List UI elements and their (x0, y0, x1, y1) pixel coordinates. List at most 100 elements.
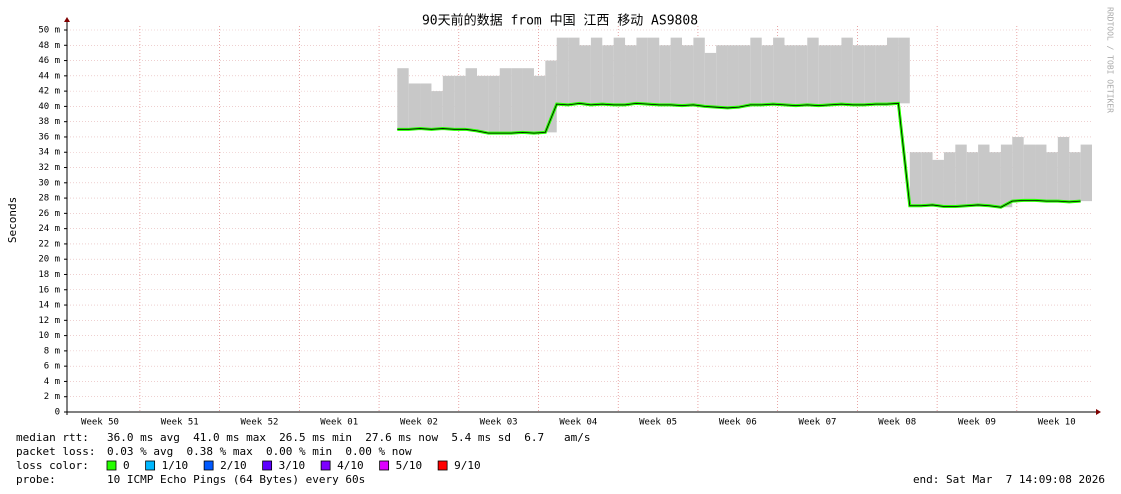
axis-arrow (64, 17, 70, 22)
y-tick-label: 32 m (38, 163, 60, 173)
y-tick-label: 30 m (38, 178, 60, 188)
x-tick-label: Week 05 (639, 418, 677, 428)
legend-swatch (320, 460, 331, 471)
median-line-core (397, 102, 1081, 208)
smoke (556, 37, 569, 105)
smoke (978, 144, 990, 205)
footer-label: loss color: (16, 459, 89, 472)
smoke (887, 37, 899, 105)
smoke (579, 45, 591, 104)
y-tick-label: 20 m (38, 255, 60, 265)
smoke (625, 45, 637, 105)
footer-text: 36.0 ms avg 41.0 ms max 26.5 ms min 27.6… (107, 431, 590, 444)
y-tick-label: 42 m (38, 87, 60, 97)
smoke (761, 45, 774, 105)
x-tick-label: Week 03 (480, 418, 518, 428)
smoke (499, 68, 512, 134)
smoke (921, 152, 933, 206)
smoke (420, 83, 432, 129)
smoke (613, 37, 626, 105)
smoke (830, 45, 842, 105)
smoke (1035, 144, 1047, 201)
smoke (795, 45, 808, 106)
y-tick-label: 26 m (38, 209, 60, 219)
y-tick-label: 0 (55, 408, 60, 418)
smoke (533, 75, 546, 134)
y-tick-label: 10 m (38, 331, 60, 341)
legend-swatch (106, 460, 117, 471)
legend-swatch (262, 460, 273, 471)
x-tick-label: Week 01 (320, 418, 358, 428)
y-tick-label: 6 m (44, 362, 60, 372)
smoke (704, 52, 717, 107)
smoke (898, 37, 910, 104)
footer-text: 0.03 % avg 0.38 % max 0.00 % min 0.00 % … (107, 445, 412, 458)
smoke (1012, 136, 1024, 202)
smoke (477, 75, 489, 131)
smoke (1000, 144, 1013, 208)
footer-label: probe: (16, 473, 56, 486)
y-tick-label: 12 m (38, 316, 60, 326)
smoke (807, 37, 819, 105)
smoke (875, 45, 887, 105)
smoke (818, 45, 831, 106)
y-tick-label: 4 m (44, 377, 60, 387)
footer-text: end: Sat Mar 7 14:09:08 2026 (913, 473, 1105, 486)
smoke (590, 37, 603, 105)
y-tick-label: 48 m (38, 41, 60, 51)
smoke (682, 45, 694, 106)
smoke (1057, 136, 1070, 202)
smoke (966, 152, 979, 206)
legend-label: 4/10 (337, 459, 364, 472)
x-tick-label: Week 51 (161, 418, 199, 428)
smoke (943, 152, 956, 207)
smoke (408, 83, 421, 130)
x-tick-label: Week 52 (241, 418, 279, 428)
axis-arrow (1096, 409, 1101, 415)
y-tick-label: 36 m (38, 132, 60, 142)
footer-label: median rtt: (16, 431, 89, 444)
smoke (955, 144, 967, 207)
smoke (909, 152, 922, 206)
legend-swatch (379, 460, 390, 471)
smoke (989, 152, 1001, 206)
chart-title: 90天前的数据 from 中国 江西 移动 AS9808 (422, 13, 698, 29)
legend-label: 2/10 (220, 459, 247, 472)
smoke (852, 45, 865, 105)
legend-swatch (145, 460, 156, 471)
legend-label: 5/10 (396, 459, 423, 472)
x-tick-label: Week 07 (799, 418, 837, 428)
y-tick-label: 8 m (44, 346, 60, 356)
legend-label: 0 (123, 459, 130, 472)
y-tick-label: 34 m (38, 148, 60, 158)
legend-swatch (437, 460, 448, 471)
y-tick-label: 22 m (38, 239, 60, 249)
smoke (602, 45, 614, 105)
footer-label: packet loss: (16, 445, 95, 458)
legend-label: 3/10 (279, 459, 306, 472)
smoke (431, 91, 443, 130)
smoke (1023, 144, 1036, 201)
smoke (454, 75, 466, 130)
smoke (442, 75, 455, 129)
smoke (511, 68, 523, 134)
smoke (841, 37, 853, 105)
smoke (727, 45, 739, 108)
x-tick-label: Week 10 (1038, 418, 1076, 428)
smoke (864, 45, 876, 105)
watermark: RRDTOOL / TOBI OETIKER (1106, 7, 1115, 113)
smoke (465, 68, 477, 130)
smoke (647, 37, 660, 105)
smoke (784, 45, 796, 105)
smoke (1069, 152, 1081, 202)
y-tick-label: 44 m (38, 71, 60, 81)
y-tick-label: 18 m (38, 270, 60, 280)
y-tick-label: 38 m (38, 117, 60, 127)
smoke (716, 45, 728, 108)
smoke (670, 37, 682, 105)
smoke (568, 37, 580, 105)
smoke (636, 37, 648, 104)
smoke (397, 68, 409, 130)
y-tick-label: 28 m (38, 194, 60, 204)
